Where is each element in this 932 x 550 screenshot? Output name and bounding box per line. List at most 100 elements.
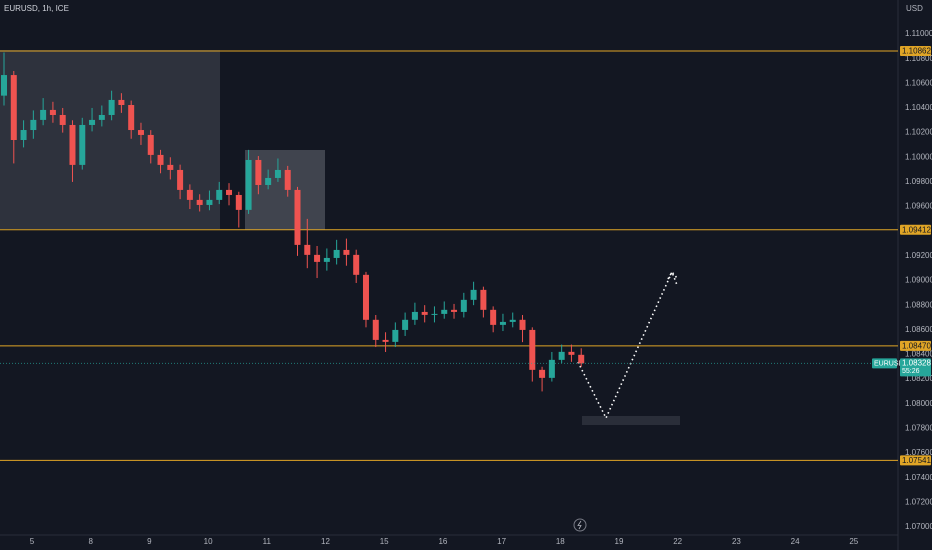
chart-title: EURUSD, 1h, ICE: [4, 4, 69, 13]
candle-body: [558, 351, 565, 360]
candle-body: [167, 164, 174, 170]
y-tick-label: 1.10400: [905, 103, 932, 112]
candle-body: [343, 249, 350, 255]
candle-body: [245, 159, 252, 210]
level-label-bg: [900, 455, 931, 466]
candle-body: [274, 169, 281, 178]
x-tick-label: 11: [263, 537, 272, 546]
x-tick-label: 23: [732, 537, 741, 546]
currency-label: USD: [906, 4, 923, 13]
x-tick-label: 9: [147, 537, 152, 546]
candle-body: [333, 249, 340, 258]
candle-body: [59, 114, 66, 125]
candle-body: [20, 130, 27, 141]
candle-body: [30, 119, 37, 131]
candle-body: [460, 299, 467, 312]
candle-body: [10, 75, 17, 141]
y-tick-label: 1.10000: [905, 152, 932, 161]
last-price-label: 1.08328: [902, 358, 931, 367]
candle-body: [265, 177, 272, 185]
y-tick-label: 1.09200: [905, 251, 932, 260]
y-tick-label: 1.08800: [905, 300, 932, 309]
y-tick-label: 1.08600: [905, 325, 932, 334]
x-tick-label: 19: [615, 537, 624, 546]
candle-body: [431, 313, 438, 315]
candle-body: [392, 329, 399, 342]
candle-body: [382, 339, 389, 342]
candle-body: [98, 114, 105, 120]
candle-body: [79, 124, 86, 165]
level-label: 1.09412: [902, 225, 931, 234]
candle-body: [147, 134, 154, 155]
y-tick-label: 1.08400: [905, 350, 932, 359]
level-label-bg: [900, 46, 931, 57]
candle-body: [578, 354, 585, 364]
candle-body: [294, 189, 301, 245]
candle-body: [402, 319, 409, 330]
candle-body: [372, 319, 379, 340]
candle-body: [323, 257, 330, 262]
level-label: 1.08470: [902, 341, 931, 350]
symbol-tag: EURUSD: [874, 361, 904, 368]
candle-body: [128, 105, 135, 131]
target-box: [582, 416, 680, 425]
candle-body: [216, 189, 223, 200]
x-tick-label: 10: [204, 537, 213, 546]
y-tick-label: 1.10800: [905, 54, 932, 63]
candle-body: [529, 329, 536, 370]
candle-body: [480, 289, 487, 310]
y-tick-label: 1.09800: [905, 177, 932, 186]
candle-body: [539, 369, 546, 378]
candle-body: [509, 319, 516, 322]
x-tick-label: 25: [849, 537, 858, 546]
candle-body: [157, 154, 164, 165]
candle-body: [353, 254, 360, 275]
event-icon-bolt: [577, 520, 582, 530]
candle-body: [69, 124, 76, 165]
last-price-bg: [900, 358, 931, 377]
candle-body: [304, 244, 311, 255]
y-tick-label: 1.07800: [905, 424, 932, 433]
level-label: 1.10862: [902, 47, 931, 56]
y-tick-label: 1.07400: [905, 473, 932, 482]
candle-body: [470, 289, 477, 300]
projection-path: [577, 269, 678, 420]
candle-body: [118, 99, 125, 106]
candle-body: [226, 189, 233, 195]
candle-body: [40, 109, 47, 120]
level-label-bg: [900, 224, 931, 235]
x-tick-label: 15: [380, 537, 389, 546]
y-tick-label: 1.07000: [905, 522, 932, 531]
event-icon[interactable]: [573, 518, 587, 532]
candle-body: [362, 274, 369, 320]
y-tick-label: 1.09000: [905, 276, 932, 285]
candle-body: [49, 109, 56, 115]
level-label: 1.07541: [902, 456, 931, 465]
symbol-tag-bg: [872, 358, 897, 369]
candle-body: [206, 199, 213, 205]
x-tick-label: 5: [30, 537, 35, 546]
x-tick-label: 22: [673, 537, 682, 546]
candle-body: [568, 351, 575, 355]
candle-body: [235, 194, 242, 210]
x-tick-label: 8: [88, 537, 93, 546]
x-tick-label: 16: [438, 537, 447, 546]
y-tick-label: 1.11000: [905, 29, 932, 38]
x-tick-label: 17: [497, 537, 506, 546]
candle-body: [490, 309, 497, 325]
candle-body: [421, 311, 428, 315]
candle-body: [186, 189, 193, 200]
candle-body: [499, 321, 506, 325]
candle-body: [255, 159, 262, 185]
candle-body: [1, 75, 7, 96]
candle-body: [451, 309, 458, 312]
candle-body: [441, 309, 448, 314]
candle-body: [108, 99, 115, 115]
candle-body: [177, 169, 184, 190]
candle-body: [137, 130, 144, 135]
candle-body: [284, 169, 291, 190]
y-tick-label: 1.09600: [905, 202, 932, 211]
x-tick-label: 24: [791, 537, 800, 546]
countdown-label: 55:26: [902, 368, 920, 375]
